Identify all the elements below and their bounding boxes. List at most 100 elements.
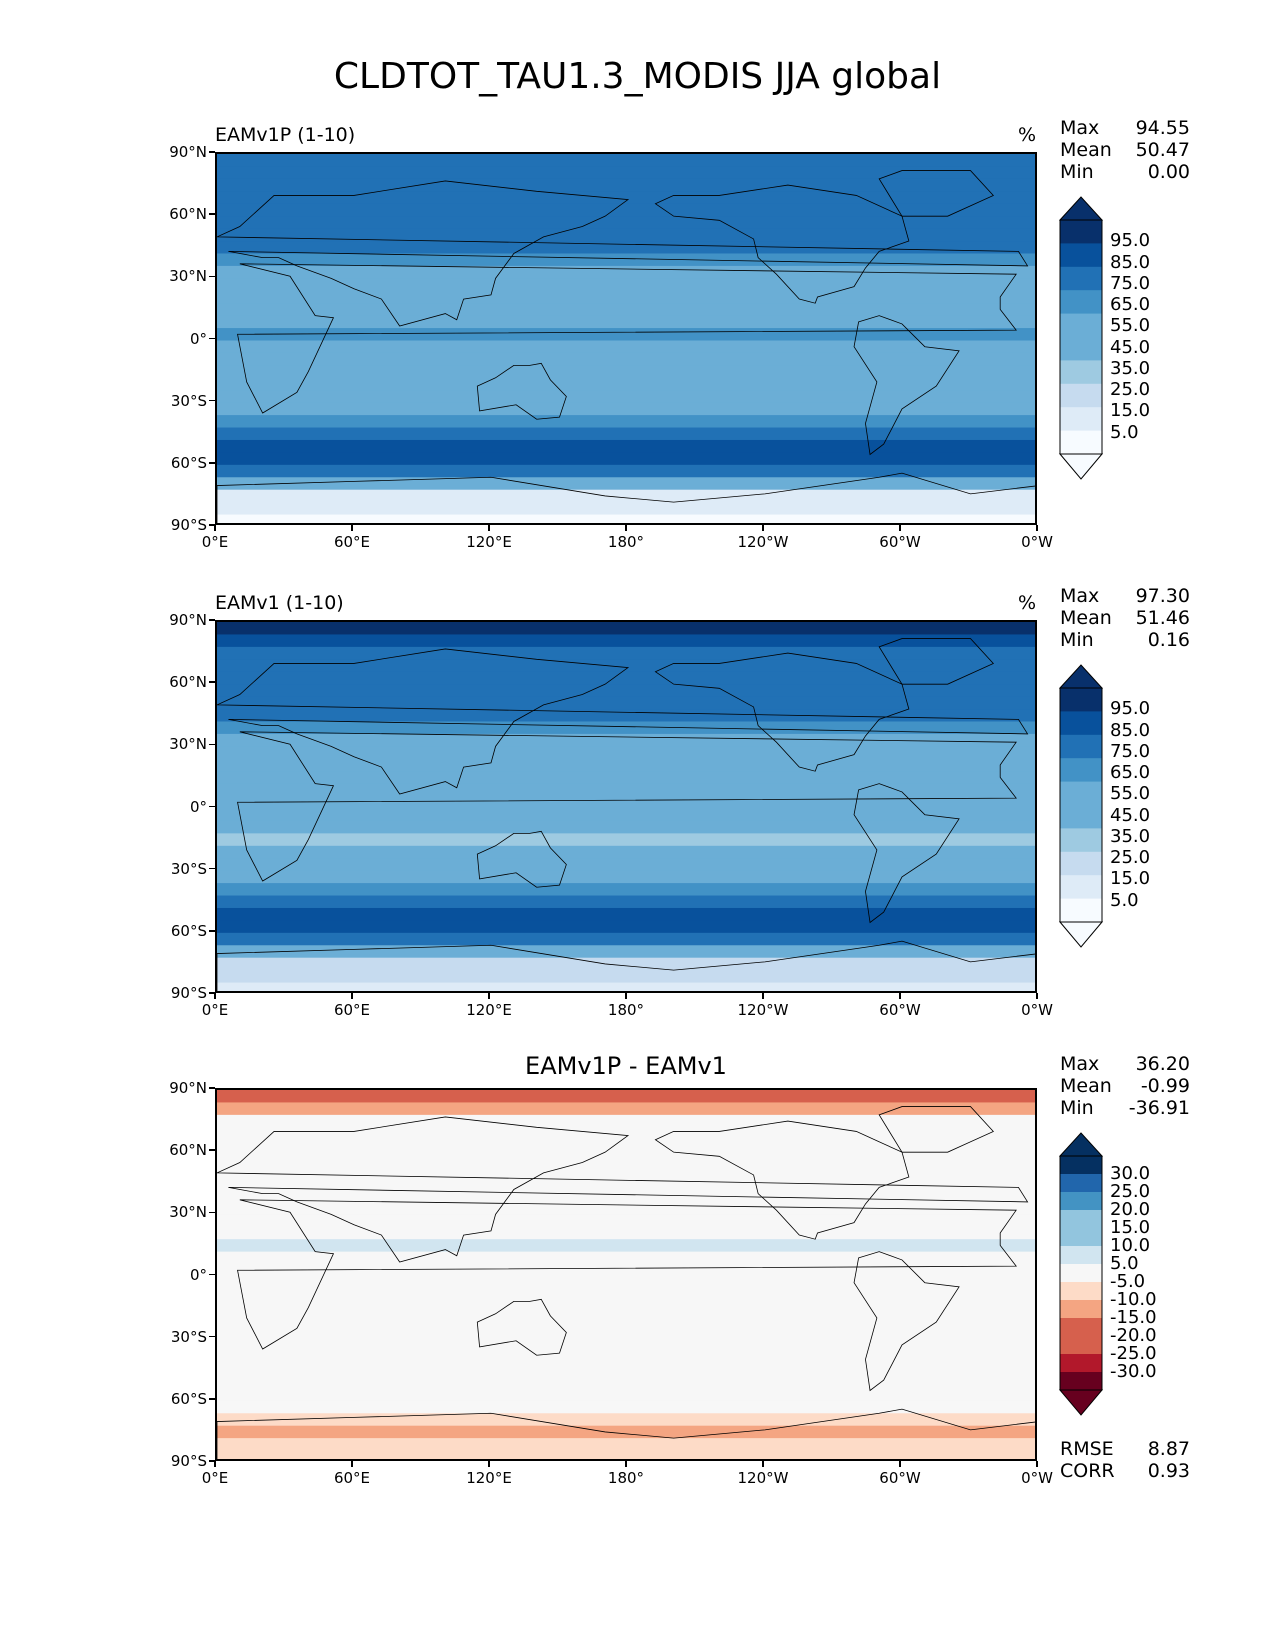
- zonal-band: [217, 390, 1035, 404]
- y-tick-mark: [209, 619, 215, 621]
- colorbar-segment: [1060, 1264, 1102, 1283]
- colorbar-tick-label: 75.0: [1110, 272, 1151, 294]
- x-tick-label: 120°E: [466, 1469, 512, 1487]
- colorbar-segment: [1060, 1228, 1102, 1247]
- colorbar: [1058, 1132, 1104, 1420]
- colorbar-segment: [1060, 1192, 1102, 1211]
- x-tick-label: 120°E: [466, 1001, 512, 1019]
- x-tick-mark: [625, 993, 627, 999]
- corr-label: CORR: [1060, 1460, 1115, 1482]
- coastline: [654, 1120, 910, 1240]
- y-tick-mark: [209, 213, 215, 215]
- zonal-band: [217, 758, 1035, 772]
- colorbar-tick-label: 35.0: [1110, 357, 1151, 379]
- colorbar-tick-label: 25.0: [1110, 847, 1151, 869]
- rmse-corr-box: RMSE 8.87 CORR 0.93: [1060, 1438, 1190, 1482]
- y-tick-label: 0°: [189, 329, 207, 348]
- colorbar-tick-label: 95.0: [1110, 230, 1151, 252]
- zonal-band: [217, 439, 1035, 453]
- coastline: [878, 170, 995, 217]
- zonal-band: [217, 982, 1035, 991]
- zonal-band: [217, 895, 1035, 909]
- colorbar-segment: [1060, 313, 1102, 338]
- zonal-band: [217, 464, 1035, 478]
- zonal-band: [217, 1201, 1035, 1215]
- zonal-band: [217, 634, 1035, 648]
- zonal-band: [217, 684, 1035, 698]
- x-tick-mark: [488, 1461, 490, 1467]
- zonal-band: [217, 1164, 1035, 1178]
- colorbar-segment: [1060, 1246, 1102, 1265]
- colorbar-tick-label: 15.0: [1110, 400, 1151, 422]
- y-tick-label: 90°N: [169, 611, 207, 629]
- colorbar-tick-label: 15.0: [1110, 868, 1151, 890]
- mean-label: Mean: [1060, 139, 1112, 161]
- zonal-band: [217, 671, 1035, 685]
- x-tick-label: 60°W: [879, 533, 921, 551]
- y-tick-label: 90°S: [170, 516, 207, 534]
- x-tick-mark: [762, 1461, 764, 1467]
- zonal-band: [217, 920, 1035, 934]
- y-tick-mark: [209, 462, 215, 464]
- zonal-band: [217, 1214, 1035, 1228]
- zonal-band: [217, 870, 1035, 884]
- y-tick-label: 60°N: [169, 205, 207, 224]
- zonal-band: [217, 1127, 1035, 1141]
- coastline: [476, 830, 567, 888]
- zonal-band: [217, 783, 1035, 797]
- y-tick-label: 60°S: [170, 1389, 207, 1408]
- coastline: [217, 648, 1029, 795]
- zonal-band: [217, 502, 1035, 516]
- y-tick-mark: [209, 743, 215, 746]
- y-tick-mark: [209, 337, 215, 340]
- x-tick-mark: [351, 525, 353, 531]
- panel-title: EAMv1P - EAMv1: [525, 1052, 727, 1080]
- colorbar-tick-label: 15.0: [1110, 1217, 1151, 1238]
- coastline: [654, 652, 910, 772]
- x-tick-label: 120°E: [466, 533, 512, 551]
- zonal-band: [217, 203, 1035, 217]
- zonal-band: [217, 970, 1035, 984]
- y-tick-label: 90°N: [169, 1079, 207, 1097]
- x-tick-mark: [762, 525, 764, 531]
- y-tick-label: 30°N: [169, 1203, 207, 1222]
- colorbar-tick-label: -5.0: [1110, 1271, 1146, 1292]
- zonal-band: [217, 646, 1035, 660]
- mean-label: Mean: [1060, 607, 1112, 629]
- colorbar-segment: [1060, 1318, 1102, 1337]
- colorbar-tick-label: 85.0: [1110, 719, 1151, 741]
- y-tick-label: 90°N: [169, 143, 207, 161]
- zonal-band: [217, 303, 1035, 317]
- zonal-band: [217, 1177, 1035, 1190]
- y-tick-label: 60°S: [170, 921, 207, 940]
- colorbar-segment: [1060, 220, 1102, 244]
- colorbar-segment: [1060, 1210, 1102, 1229]
- min-label: Min: [1060, 161, 1094, 183]
- zonal-band: [217, 352, 1035, 366]
- colorbar-segment: [1060, 407, 1102, 432]
- y-tick-label: 60°S: [170, 453, 207, 472]
- colorbar-segment: [1060, 1300, 1102, 1319]
- coastline: [476, 1298, 567, 1356]
- zonal-band: [217, 833, 1035, 847]
- zonal-band: [217, 845, 1035, 859]
- x-tick-mark: [351, 993, 353, 999]
- colorbar-tick-label: 85.0: [1110, 251, 1151, 273]
- colorbar-segment: [1060, 1156, 1102, 1175]
- zonal-band: [217, 315, 1035, 329]
- zonal-band: [217, 1264, 1035, 1277]
- y-tick-mark: [209, 992, 215, 994]
- zonal-band: [217, 1388, 1035, 1402]
- zonal-band: [217, 1301, 1035, 1315]
- zonal-band: [217, 477, 1035, 491]
- x-tick-mark: [214, 525, 216, 531]
- y-tick-mark: [209, 681, 215, 683]
- colorbar-tick-label: 95.0: [1110, 698, 1151, 720]
- colorbar-tick-label: 45.0: [1110, 336, 1151, 358]
- x-tick-mark: [488, 525, 490, 531]
- colorbar-segment: [1060, 430, 1102, 455]
- zonal-band: [217, 191, 1035, 205]
- zonal-band: [217, 932, 1035, 946]
- colorbar-svg: [1058, 664, 1104, 948]
- colorbar: [1058, 664, 1104, 952]
